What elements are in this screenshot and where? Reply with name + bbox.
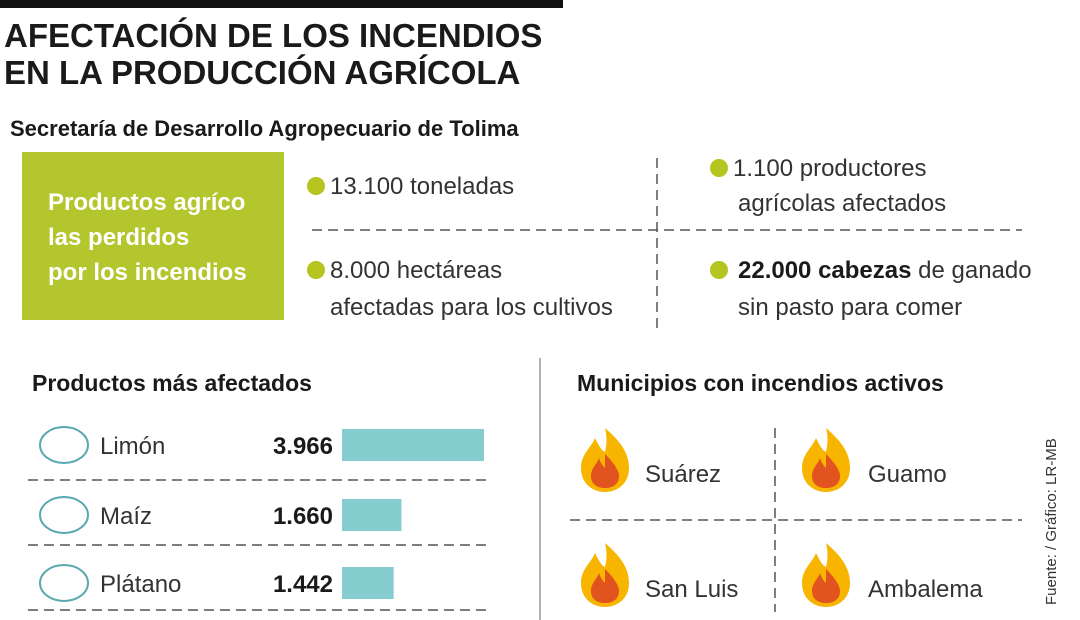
- stat-text: 22.000 cabezas de ganado: [738, 257, 1032, 284]
- product-value: 1.660: [273, 503, 333, 530]
- bullet: [710, 261, 728, 279]
- subtitle: Secretaría de Desarrollo Agropecuario de…: [10, 116, 519, 141]
- bar: [342, 429, 484, 461]
- bullet: [710, 159, 728, 177]
- flame-inner: [591, 569, 619, 603]
- highlight-text: las perdidos: [48, 224, 189, 251]
- section-heading: Municipios con incendios activos: [577, 370, 944, 396]
- municipality-name: San Luis: [645, 576, 738, 603]
- flame-icon: [581, 543, 629, 607]
- flame-icon: [802, 543, 850, 607]
- product-name: Plátano: [100, 571, 181, 598]
- bullet: [307, 177, 325, 195]
- flame-inner: [812, 454, 840, 488]
- highlight-text: Productos agríco: [48, 189, 245, 216]
- highlight-box: [22, 152, 284, 320]
- stat-text: sin pasto para comer: [738, 294, 962, 321]
- top-rule: [0, 0, 563, 8]
- title: AFECTACIÓN DE LOS INCENDIOS: [4, 17, 542, 54]
- flame-inner: [812, 569, 840, 603]
- product-value: 1.442: [273, 571, 333, 598]
- title: EN LA PRODUCCIÓN AGRÍCOLA: [4, 54, 520, 91]
- source: Fuente: / Gráfico: LR-MB: [1043, 438, 1060, 605]
- flame-inner: [591, 454, 619, 488]
- product-icon: [39, 496, 89, 534]
- flame-icon: [581, 428, 629, 492]
- stat-text: 13.100 toneladas: [330, 173, 514, 200]
- stat-text: 8.000 hectáreas: [330, 257, 502, 284]
- highlight-text: por los incendios: [48, 259, 247, 286]
- municipality-name: Guamo: [868, 461, 947, 488]
- municipality-name: Ambalema: [868, 576, 983, 603]
- flame-icon: [802, 428, 850, 492]
- product-icon: [39, 564, 89, 602]
- product-icon: [39, 426, 89, 464]
- stat-text: 1.100 productores: [733, 155, 926, 182]
- section-heading: Productos más afectados: [32, 370, 312, 396]
- municipality-name: Suárez: [645, 461, 721, 488]
- product-value: 3.966: [273, 433, 333, 460]
- product-name: Limón: [100, 433, 165, 460]
- stat-text: agrícolas afectados: [738, 190, 946, 217]
- bar: [342, 567, 394, 599]
- stat-bold: 22.000 cabezas: [738, 257, 911, 284]
- stat-text: afectadas para los cultivos: [330, 294, 613, 321]
- product-name: Maíz: [100, 503, 152, 530]
- bar: [342, 499, 402, 531]
- stat-rest: de ganado: [911, 257, 1031, 284]
- bullet: [307, 261, 325, 279]
